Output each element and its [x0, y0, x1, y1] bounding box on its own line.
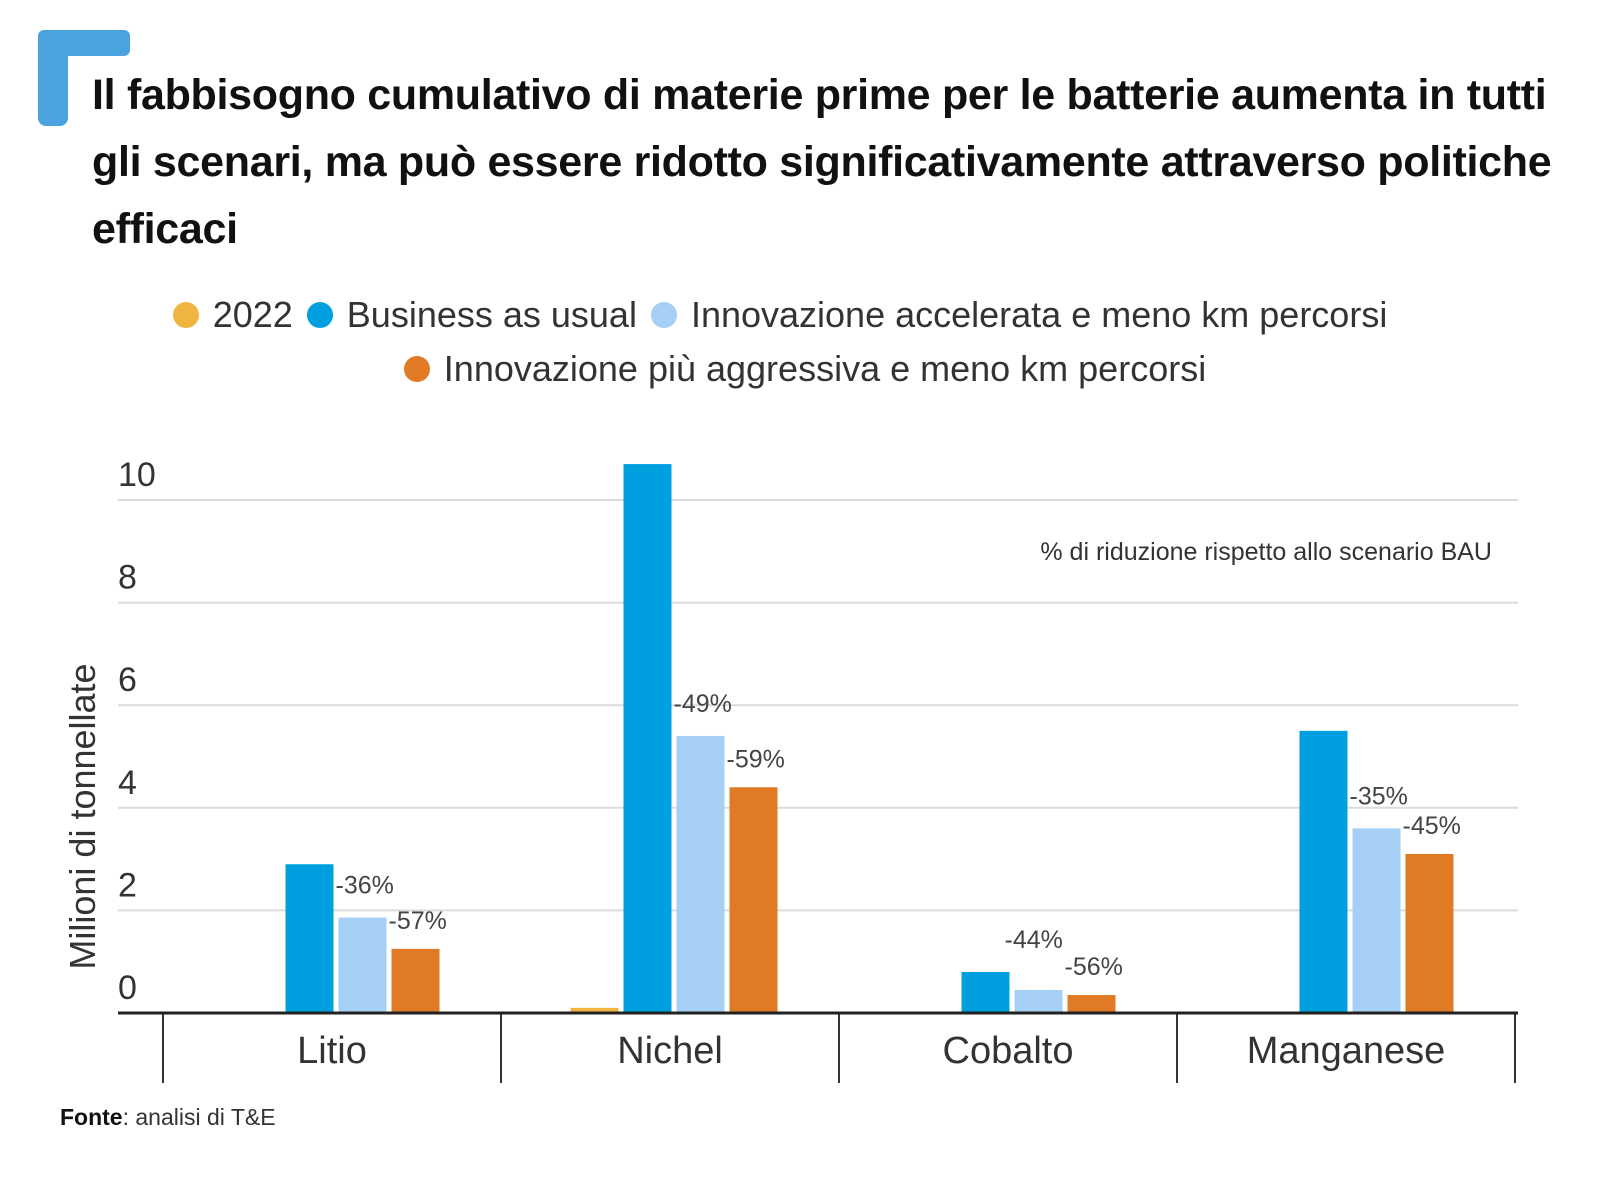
y-tick-label: 10 — [118, 456, 156, 494]
source-text: : analisi di T&E — [122, 1104, 276, 1130]
reduction-label: -35% — [1350, 782, 1408, 810]
y-axis-label: Milioni di tonnellate — [62, 663, 103, 969]
legend-dot-icon — [650, 302, 677, 328]
bar-litio-2 — [338, 917, 387, 1013]
bar-chart: 0 2 4 6 8 10 Milioni di tonnellate % di riduzio… — [62, 456, 1518, 1083]
legend-label: Business as usual — [346, 294, 637, 335]
reduction-label: -36% — [336, 872, 394, 900]
legend-item-aggressiva: Innovazione più aggressiva e meno km per… — [403, 342, 1207, 396]
legend-item-2022: 2022 — [172, 288, 293, 342]
reduction-label: -57% — [389, 907, 447, 935]
reduction-note: % di riduzione rispetto allo scenario BA… — [1040, 538, 1492, 566]
y-tick-label: 4 — [118, 764, 137, 802]
bar-cobalto-2 — [1014, 989, 1063, 1013]
bar-cobalto-3 — [1067, 995, 1116, 1013]
y-tick-label: 0 — [118, 969, 137, 1007]
bar-cobalto-1 — [961, 971, 1010, 1013]
bar-litio-3 — [391, 948, 440, 1013]
reduction-label: -59% — [727, 745, 785, 773]
legend-label: 2022 — [212, 294, 293, 335]
bar-manganese-2 — [1352, 828, 1401, 1013]
bar-nichel-1 — [623, 464, 672, 1014]
legend-dot-icon — [403, 356, 430, 382]
title-accent-bracket — [38, 30, 130, 126]
y-tick-label: 8 — [118, 559, 137, 597]
bar-litio-1 — [285, 864, 334, 1013]
bar-manganese-3 — [1405, 853, 1454, 1013]
bar-nichel-2 — [676, 735, 725, 1013]
legend-dot-icon — [306, 302, 333, 328]
source-note: Fonte: analisi di T&E — [60, 1104, 276, 1131]
legend-dot-icon — [172, 302, 199, 328]
chart-title: Il fabbisogno cumulativo di materie prim… — [92, 71, 1552, 253]
legend-item-accelerata: Innovazione accelerata e meno km percors… — [650, 288, 1388, 342]
x-category-label: Litio — [297, 1030, 367, 1072]
bar-manganese-1 — [1299, 730, 1348, 1013]
reduction-label: -44% — [1005, 926, 1063, 954]
source-label: Fonte — [60, 1104, 123, 1130]
legend: 2022 Business as usual Innovazione accel… — [0, 288, 1600, 396]
reduction-label: -45% — [1403, 812, 1461, 840]
reduction-label: -56% — [1065, 953, 1123, 981]
legend-item-bau: Business as usual — [306, 288, 637, 342]
x-category-label: Cobalto — [943, 1030, 1074, 1072]
legend-label: Innovazione accelerata e meno km percors… — [690, 294, 1388, 335]
reduction-label: -49% — [674, 690, 732, 718]
y-tick-label: 2 — [118, 866, 137, 904]
x-category-label: Nichel — [617, 1030, 723, 1072]
bar-nichel-3 — [729, 787, 778, 1013]
bar-nichel-0 — [570, 1007, 619, 1013]
legend-label: Innovazione più aggressiva e meno km per… — [443, 348, 1207, 389]
y-tick-label: 6 — [118, 661, 137, 699]
x-category-label: Manganese — [1247, 1030, 1446, 1072]
